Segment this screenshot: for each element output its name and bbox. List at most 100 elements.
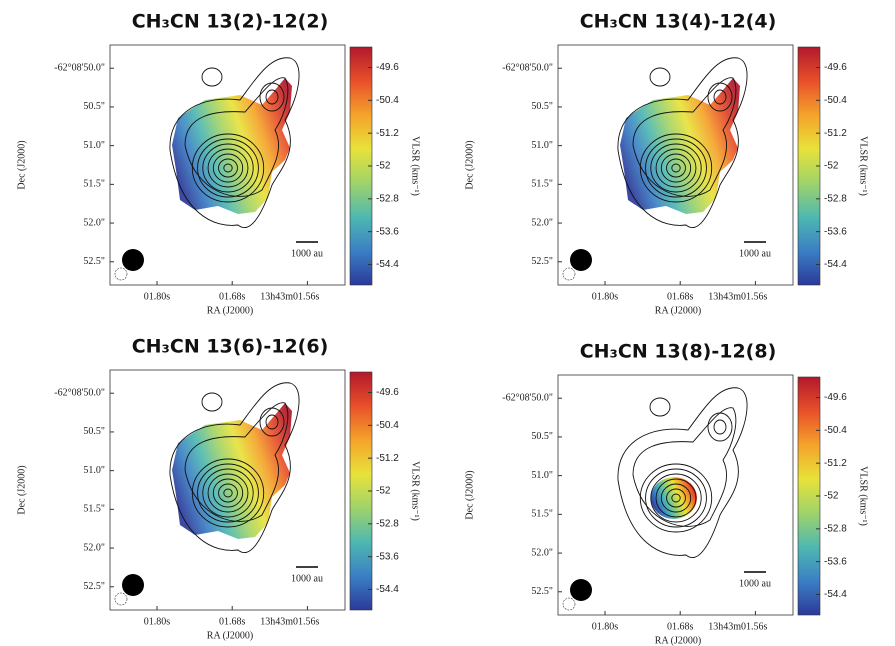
- contour: [655, 148, 697, 188]
- contour: [212, 478, 244, 508]
- contour: [632, 407, 737, 527]
- velocity-map: [617, 387, 748, 558]
- x-tick-label: 01.80s: [144, 616, 171, 627]
- scale-label: 1000 au: [739, 248, 771, 259]
- contour: [639, 463, 713, 533]
- y-tick-label: -62°08'50.0": [54, 388, 105, 399]
- contour: [169, 57, 300, 228]
- colorbar-label: VLSR (kms⁻¹): [858, 136, 869, 196]
- colorbar-tick-label: -52: [376, 161, 391, 172]
- x-axis-label: RA (J2000): [655, 635, 701, 646]
- y-tick-label: 51.5": [83, 179, 105, 190]
- colorbar-tick-label: -49.6: [824, 62, 847, 73]
- velocity-map: [617, 57, 748, 228]
- contour: [259, 82, 285, 112]
- x-axis-label: RA (J2000): [207, 630, 253, 641]
- contour: [666, 488, 686, 508]
- colorbar-tick-label: -53.6: [824, 556, 847, 567]
- colorbar-tick-label: -54.4: [824, 589, 847, 600]
- contour: [649, 397, 671, 417]
- contour: [660, 483, 692, 513]
- panel: CH₃CN 13(2)-12(2) 1000 au -62°08'50.0" 50.5…: [16, 11, 420, 317]
- contour: [650, 143, 702, 193]
- contour: [666, 158, 686, 178]
- beam-small: [562, 267, 576, 281]
- colorbar-label: VLSR (kms⁻¹): [858, 466, 869, 526]
- panel-title: CH₃CN 13(8)-12(8): [580, 341, 777, 363]
- y-tick-label: 52.0": [83, 217, 105, 228]
- y-tick-label: 50.5": [83, 101, 105, 112]
- contour: [660, 153, 692, 183]
- contour: [207, 473, 249, 513]
- velocity-map: [169, 57, 300, 228]
- contour: [218, 483, 238, 503]
- y-tick-label: 52.5": [83, 581, 105, 592]
- colorbar-tick-label: -49.6: [376, 387, 399, 398]
- x-tick-label: 13h43m01.56s: [260, 291, 319, 302]
- y-tick-label: 50.5": [83, 426, 105, 437]
- y-tick-label: 52.0": [531, 217, 553, 228]
- contour: [184, 77, 289, 197]
- contour: [201, 67, 223, 87]
- contour: [713, 419, 727, 435]
- contour: [649, 67, 671, 87]
- y-tick-label: -62°08'50.0": [502, 63, 553, 74]
- scale-label: 1000 au: [739, 578, 771, 589]
- x-axis-label: RA (J2000): [207, 305, 253, 316]
- y-tick-label: 51.5": [531, 179, 553, 190]
- contour: [223, 488, 233, 498]
- y-tick-label: -62°08'50.0": [502, 393, 553, 404]
- y-tick-label: 52.0": [83, 542, 105, 553]
- contour: [617, 387, 748, 558]
- scale-label: 1000 au: [291, 573, 323, 584]
- beam-small: [562, 597, 576, 611]
- colorbar-tick-label: -52.8: [824, 523, 847, 534]
- x-axis-label: RA (J2000): [655, 305, 701, 316]
- contour: [650, 473, 702, 523]
- velocity-map: [169, 382, 300, 553]
- colorbar-label: VLSR (kms⁻¹): [410, 461, 421, 521]
- axes-frame: [557, 44, 794, 286]
- colorbar-tick-label: -53.6: [376, 551, 399, 562]
- beam-small: [114, 592, 128, 606]
- x-tick-label: 01.68s: [667, 621, 694, 632]
- colorbar-tick-label: -53.6: [376, 226, 399, 237]
- x-tick-label: 13h43m01.56s: [260, 616, 319, 627]
- contour: [265, 89, 279, 105]
- x-tick-label: 13h43m01.56s: [708, 291, 767, 302]
- y-tick-label: 50.5": [531, 101, 553, 112]
- contour: [617, 57, 748, 228]
- y-axis-label: Dec (J2000): [16, 465, 27, 514]
- panel-title: CH₃CN 13(4)-12(4): [580, 11, 777, 33]
- contour: [212, 153, 244, 183]
- beam: [122, 574, 144, 596]
- y-tick-label: 51.5": [531, 509, 553, 520]
- panel: CH₃CN 13(6)-12(6) 1000 au -62°08'50.0" 50.5…: [16, 336, 420, 642]
- contour: [645, 468, 707, 528]
- y-tick-label: 50.5": [531, 431, 553, 442]
- y-tick-label: 52.5": [531, 586, 553, 597]
- contour: [197, 138, 259, 198]
- beam: [570, 249, 592, 271]
- contour: [202, 468, 254, 518]
- x-tick-label: 13h43m01.56s: [708, 621, 767, 632]
- y-axis-label: Dec (J2000): [464, 140, 475, 189]
- colorbar-tick-label: -50.4: [824, 95, 847, 106]
- contour: [645, 138, 707, 198]
- colorbar-tick-label: -50.4: [824, 425, 847, 436]
- contour: [202, 143, 254, 193]
- contour: [671, 493, 681, 503]
- y-tick-label: 51.0": [83, 140, 105, 151]
- colorbar-label: VLSR (kms⁻¹): [410, 136, 421, 196]
- contour: [639, 133, 713, 203]
- panel-title: CH₃CN 13(2)-12(2): [132, 11, 329, 33]
- colorbar-tick-label: -52: [824, 491, 839, 502]
- x-tick-label: 01.80s: [592, 621, 619, 632]
- y-axis-label: Dec (J2000): [464, 470, 475, 519]
- colorbar-tick-label: -54.4: [376, 259, 399, 270]
- contour: [169, 382, 300, 553]
- contour: [671, 163, 681, 173]
- contour: [713, 89, 727, 105]
- panel-title: CH₃CN 13(6)-12(6): [132, 336, 329, 358]
- y-tick-label: 51.0": [531, 140, 553, 151]
